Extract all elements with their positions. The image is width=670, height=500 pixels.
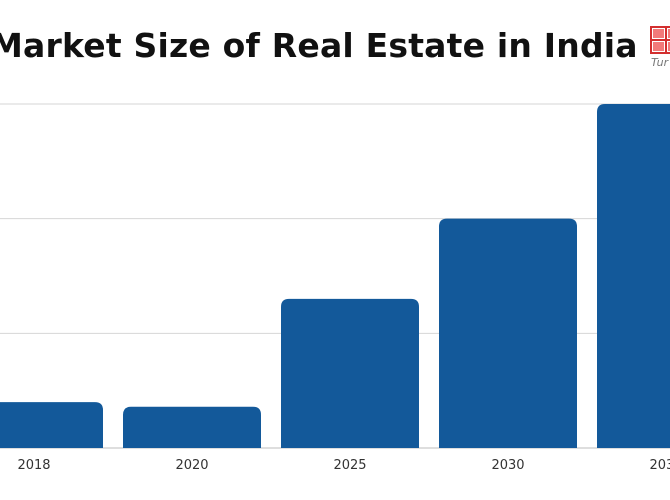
chart-title: Market Size of Real Estate in India — [0, 26, 638, 65]
x-tick-label: 2020 — [175, 458, 208, 473]
x-tick-labels: 2018 2020 2025 2030 2030 — [17, 458, 670, 473]
logo-icon — [650, 26, 670, 54]
x-tick-label: 2030 — [649, 458, 670, 473]
bar-2020-1 — [123, 406, 261, 448]
brand-logo: Tur — [648, 26, 670, 76]
bar-2030-4 — [597, 104, 670, 448]
bar-2025-2 — [281, 298, 419, 448]
x-tick-label: 2030 — [491, 458, 524, 473]
bar-2018-0 — [0, 402, 103, 448]
x-tick-label: 2018 — [17, 458, 50, 473]
x-tick-label: 2025 — [333, 458, 366, 473]
logo-text: Tur — [651, 56, 669, 69]
bar-2030-3 — [439, 218, 577, 448]
chart-bars — [0, 104, 670, 448]
